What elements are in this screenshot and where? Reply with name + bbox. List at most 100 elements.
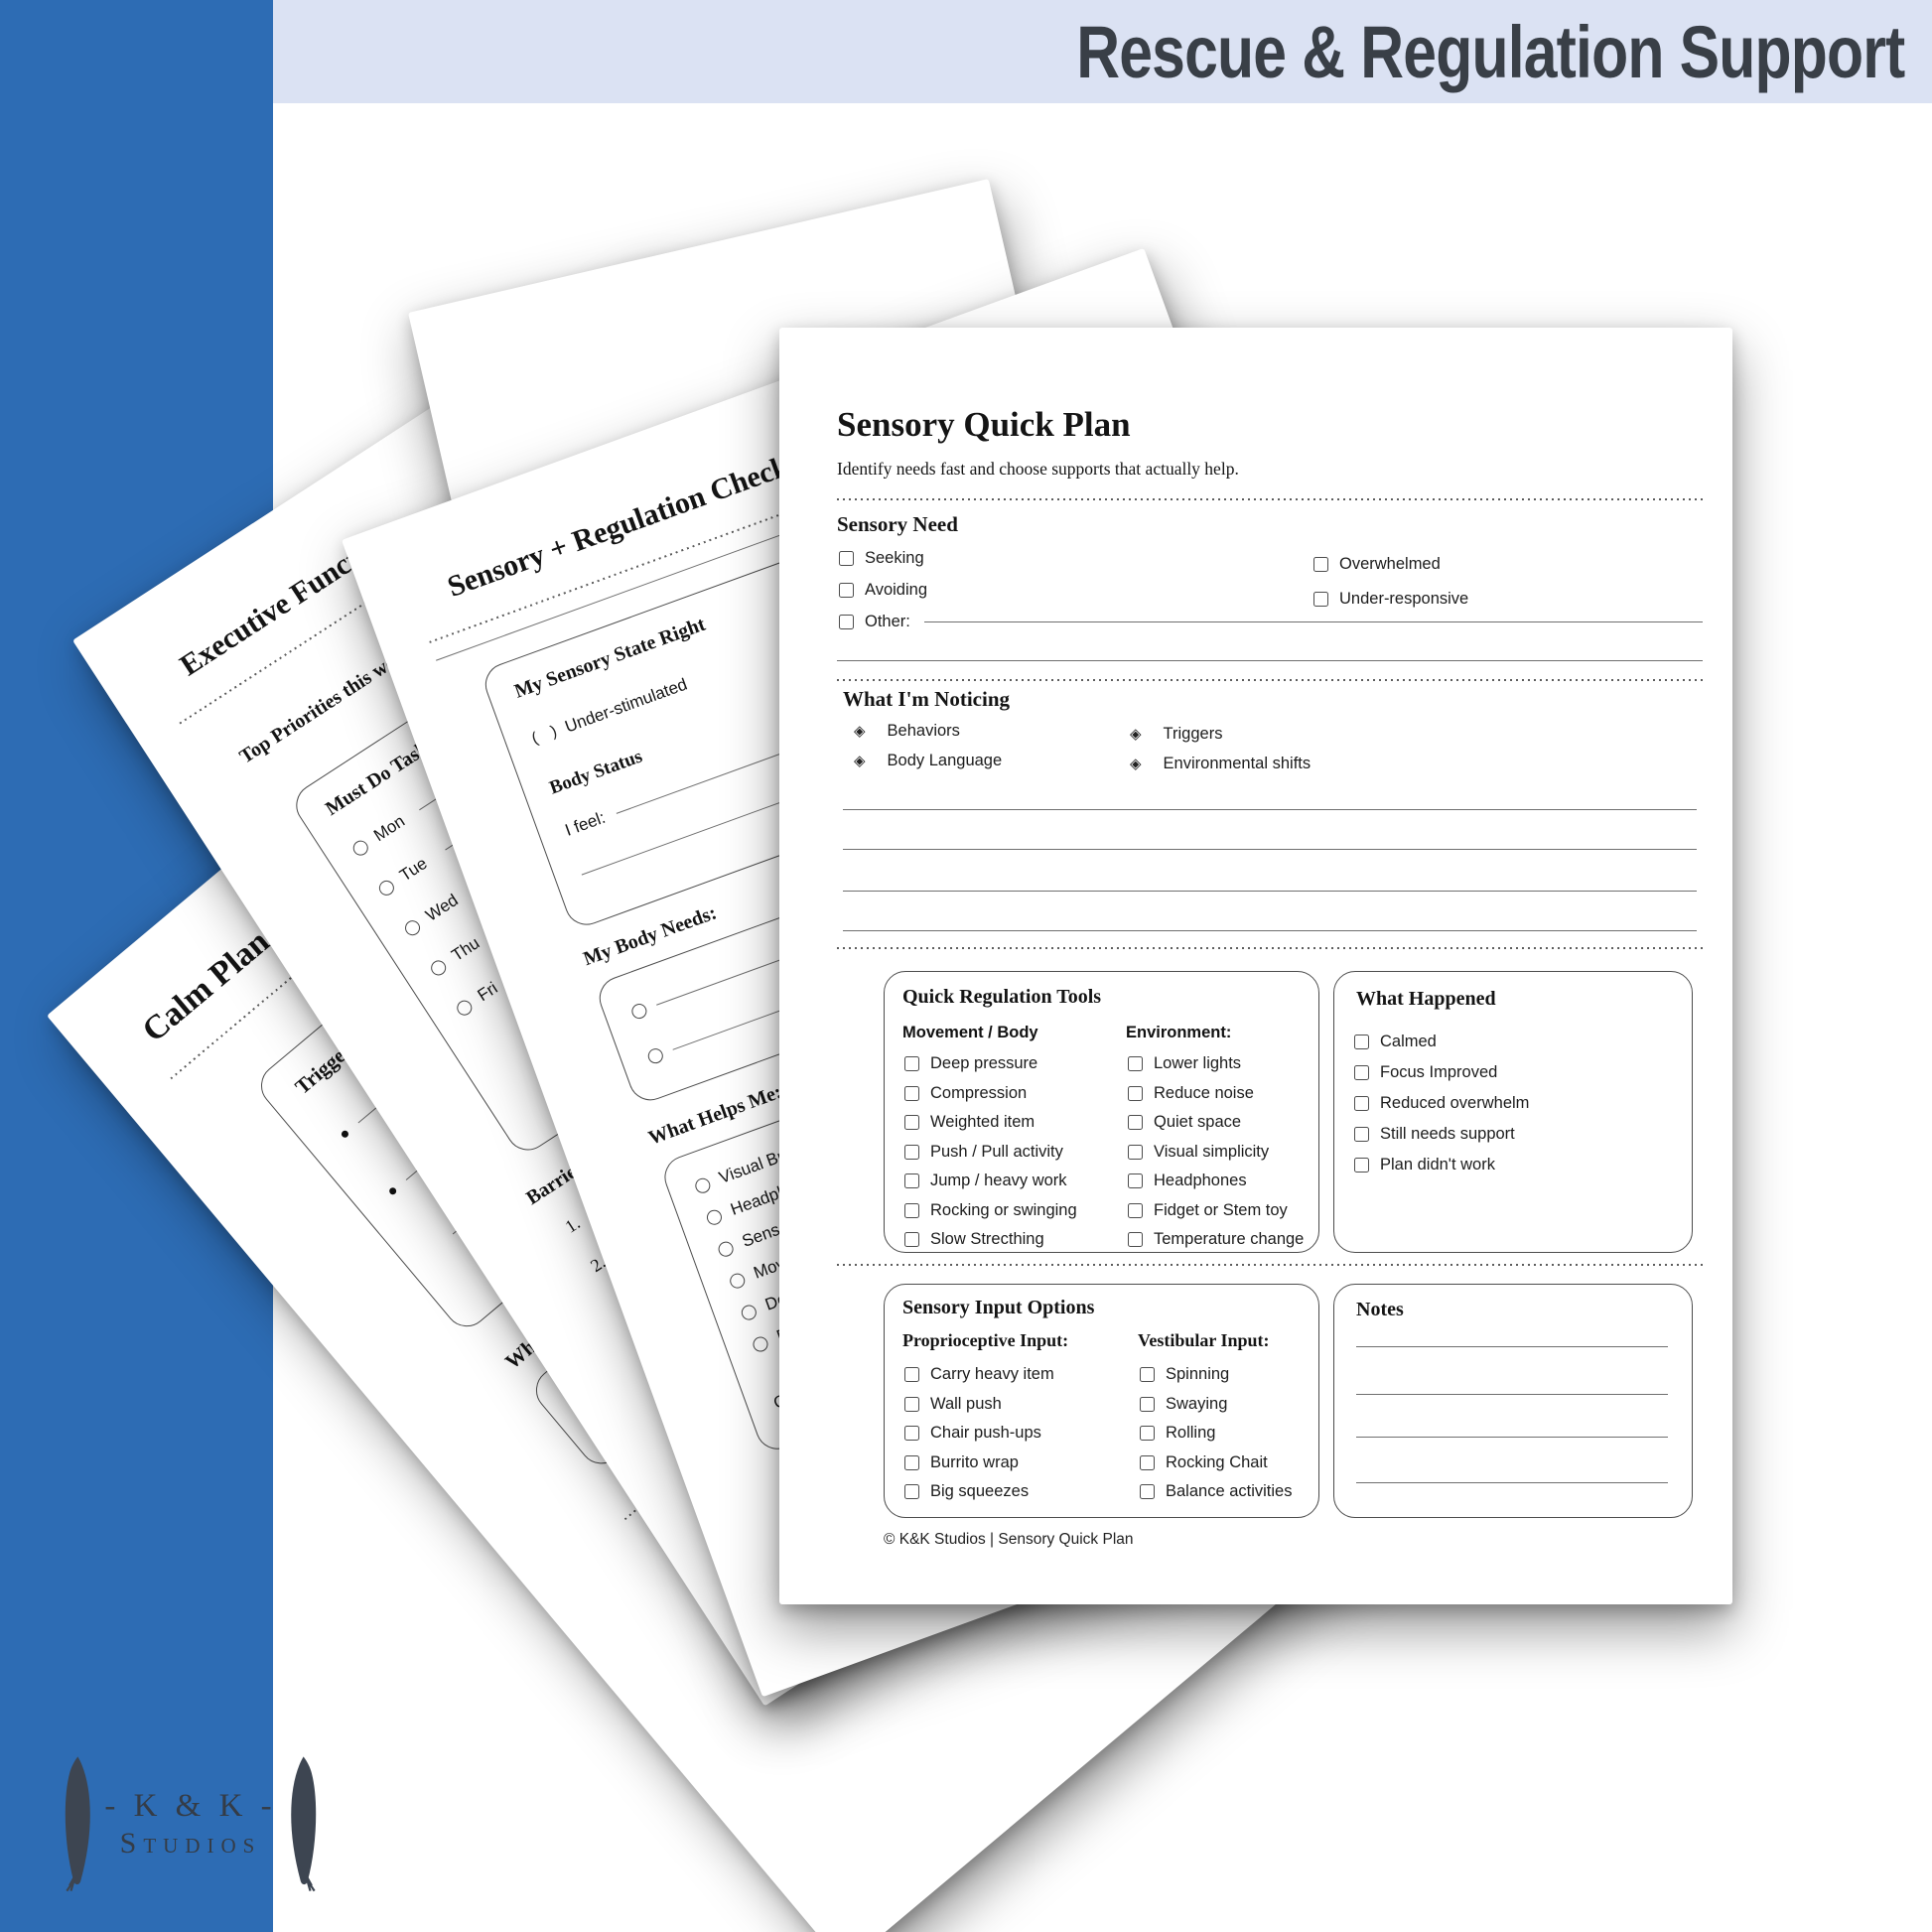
checkbox-icon[interactable] [904,1144,919,1160]
checkbox-icon[interactable] [1128,1232,1143,1248]
checkbox-option[interactable]: Visual simplicity [1128,1138,1304,1168]
radio-icon[interactable] [401,916,423,938]
checkbox-icon[interactable] [1128,1085,1143,1101]
feather-left-icon [66,1756,91,1892]
write-line [843,930,1697,931]
radio-icon[interactable] [428,957,449,978]
noticing-label: Behaviors [887,722,960,740]
paren-radio-icon[interactable]: ( ) [529,722,562,748]
checkbox-icon[interactable] [904,1232,919,1248]
checkbox-icon[interactable] [904,1454,919,1470]
checkbox-icon[interactable] [839,615,854,630]
checkbox-option[interactable]: Rolling [1140,1419,1292,1449]
page-title: Rescue & Regulation Support [1075,10,1905,93]
radio-icon[interactable] [704,1207,724,1227]
checkbox-option[interactable]: Carry heavy item [904,1360,1054,1390]
checkbox-icon[interactable] [904,1367,919,1383]
other-option[interactable]: Other: [839,608,1703,637]
radio-icon[interactable] [727,1271,748,1291]
checkbox-icon[interactable] [1128,1056,1143,1072]
checkbox-option[interactable]: Under-responsive [1313,585,1468,615]
checkbox-option[interactable]: Reduced overwhelm [1354,1089,1529,1119]
radio-icon[interactable] [375,877,397,898]
radio-icon[interactable] [693,1175,713,1195]
checkbox-icon[interactable] [839,551,854,567]
noticing-item: ◈ Triggers [1130,720,1311,749]
checkbox-icon[interactable] [904,1056,919,1072]
radio-icon[interactable] [739,1302,759,1322]
checkbox-option[interactable]: Rocking or swinging [904,1196,1077,1226]
checkbox-icon[interactable] [904,1396,919,1412]
checkbox-icon[interactable] [1140,1454,1155,1470]
checkbox-option[interactable]: Fidget or Stem toy [1128,1196,1304,1226]
checkbox-icon[interactable] [1140,1484,1155,1500]
checkbox-icon[interactable] [904,1484,919,1500]
checkbox-icon[interactable] [1354,1065,1369,1081]
checkbox-option[interactable]: Focus Improved [1354,1058,1529,1088]
checkbox-icon[interactable] [1140,1367,1155,1383]
checkbox-option[interactable]: Burrito wrap [904,1449,1054,1478]
checkbox-option[interactable]: Reduce noise [1128,1079,1304,1109]
radio-icon[interactable] [716,1239,736,1259]
checkbox-icon[interactable] [1128,1202,1143,1218]
noticing-col2: ◈ Triggers ◈ Environmental shifts [1130,720,1311,778]
radio-icon[interactable] [454,997,475,1019]
checkbox-icon[interactable] [1140,1396,1155,1412]
checkbox-option[interactable]: Lower lights [1128,1049,1304,1079]
checkbox-icon[interactable] [1354,1127,1369,1143]
checkbox-option[interactable]: Compression [904,1079,1077,1109]
checkbox-option[interactable]: Deep pressure [904,1049,1077,1079]
checkbox-option[interactable]: Weighted item [904,1108,1077,1138]
checkbox-label: Under-responsive [1339,589,1469,608]
checkbox-option[interactable]: Balance activities [1140,1477,1292,1507]
checkbox-icon[interactable] [904,1202,919,1218]
checkbox-option[interactable]: Swaying [1140,1390,1292,1420]
checkbox-label: Push / Pull activity [930,1142,1063,1161]
checkbox-icon[interactable] [904,1115,919,1131]
checkbox-icon[interactable] [1140,1426,1155,1442]
sensory-input-box: Sensory Input Options Proprioceptive Inp… [884,1284,1319,1518]
checkbox-icon[interactable] [1128,1115,1143,1131]
checkbox-icon[interactable] [904,1426,919,1442]
checkbox-option[interactable]: Jump / heavy work [904,1167,1077,1196]
checkbox-option[interactable]: Quiet space [1128,1108,1304,1138]
checkbox-option[interactable]: Push / Pull activity [904,1138,1077,1168]
checkbox-icon[interactable] [1128,1144,1143,1160]
radio-icon[interactable] [349,837,371,859]
noticing-label: Body Language [887,752,1003,769]
checkbox-icon[interactable] [839,582,854,598]
checkbox-option[interactable]: Temperature change [1128,1225,1304,1255]
noticing-label: Environmental shifts [1163,755,1311,772]
checkbox-icon[interactable] [904,1173,919,1189]
checkbox-option[interactable]: Spinning [1140,1360,1292,1390]
checkbox-option[interactable]: Plan didn't work [1354,1151,1529,1180]
checkbox-icon[interactable] [1354,1096,1369,1112]
checkbox-icon[interactable] [1354,1035,1369,1050]
noticing-item: ◈ Body Language [854,747,1002,775]
checkbox-icon[interactable] [1313,557,1328,573]
radio-icon[interactable] [645,1046,665,1066]
checkbox-option[interactable]: Overwhelmed [1313,550,1468,580]
radio-icon[interactable] [629,1001,649,1022]
checkbox-option[interactable]: Calmed [1354,1028,1529,1057]
checkbox-label: Other: [865,613,910,631]
checkbox-icon[interactable] [1313,591,1328,607]
day-label: Mon [370,811,409,846]
checkbox-option[interactable]: Slow Strecthing [904,1225,1077,1255]
checkbox-option[interactable]: Still needs support [1354,1120,1529,1150]
checkbox-option[interactable]: Rocking Chait [1140,1449,1292,1478]
checkbox-option[interactable]: Avoiding [839,576,927,606]
checkbox-option[interactable]: Chair push-ups [904,1419,1054,1449]
checkbox-icon[interactable] [1128,1173,1143,1189]
checkbox-icon[interactable] [904,1085,919,1101]
bullet-icon [387,1185,398,1196]
divider [837,947,1703,949]
noticing-col1: ◈ Behaviors ◈ Body Language [854,717,1002,775]
checkbox-option[interactable]: Big squeezes [904,1477,1054,1507]
radio-icon[interactable] [751,1333,770,1354]
checkbox-option[interactable]: Seeking [839,544,927,574]
checkbox-icon[interactable] [1354,1158,1369,1173]
checkbox-option[interactable]: Headphones [1128,1167,1304,1196]
checkbox-label: Temperature change [1154,1230,1305,1249]
checkbox-option[interactable]: Wall push [904,1390,1054,1420]
